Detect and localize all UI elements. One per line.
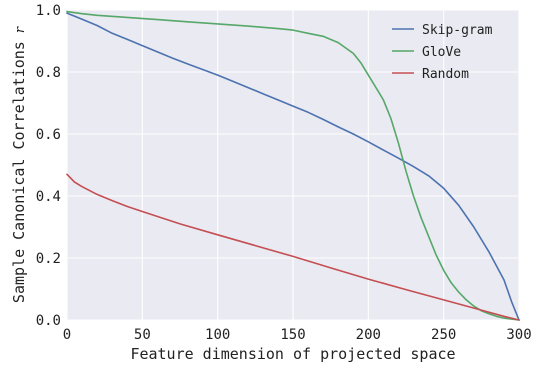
y-axis-title: Sample Canonical Correlations r	[10, 26, 28, 303]
y-tick-label: 0.8	[36, 65, 61, 81]
legend: Skip-gram GloVe Random	[392, 23, 493, 82]
y-tick-label: 0.0	[36, 313, 61, 329]
y-axis-title-text: Sample Canonical Correlations	[10, 41, 28, 303]
x-tick-label: 250	[431, 327, 456, 343]
x-tick-label: 0	[63, 327, 71, 343]
x-tick-label: 50	[134, 327, 151, 343]
series-line-random	[66, 173, 520, 321]
series-line-glove	[66, 10, 520, 321]
x-tick-label: 100	[205, 327, 230, 343]
x-tick-label: 300	[506, 327, 531, 343]
y-tick-label: 0.2	[36, 251, 61, 267]
y-tick-label: 0.4	[36, 189, 61, 205]
x-tick-label: 200	[356, 327, 381, 343]
grid	[66, 9, 520, 321]
legend-label: GloVe	[422, 45, 461, 60]
x-axis-ticks: 0 50 100 150 200 250 300	[63, 327, 532, 343]
x-axis-title: Feature dimension of projected space	[130, 345, 455, 363]
y-axis-ticks: 0.0 0.2 0.4 0.6 0.8 1.0	[36, 3, 61, 329]
y-tick-label: 1.0	[36, 3, 61, 19]
legend-label: Random	[422, 67, 469, 82]
series-line-skip-gram	[66, 12, 520, 321]
series-lines	[66, 10, 520, 321]
y-axis-symbol: r	[13, 26, 28, 33]
legend-label: Skip-gram	[422, 23, 493, 38]
x-tick-label: 150	[280, 327, 305, 343]
y-tick-label: 0.6	[36, 127, 61, 143]
